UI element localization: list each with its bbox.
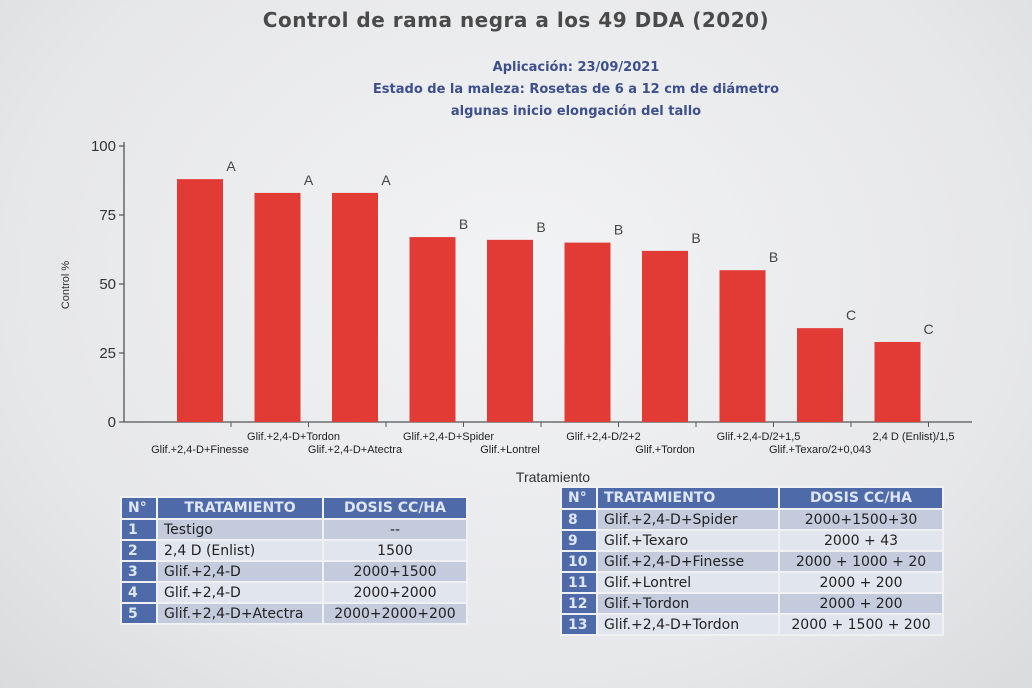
row-dose: 2000+1500+30 xyxy=(778,508,944,531)
bar-chart: 0 25 50 75 100 Control % Tratamiento A Glif.+2,4… xyxy=(60,138,972,485)
weed-state-line-2: algunas inicio elongación del tallo xyxy=(450,104,702,119)
row-number: 10 xyxy=(560,550,598,573)
bar xyxy=(719,270,766,422)
significance-letter: A xyxy=(381,172,391,188)
significance-letter: B xyxy=(691,230,700,246)
row-number: 5 xyxy=(120,602,158,625)
table-row: 1 Testigo -- xyxy=(120,518,468,541)
row-treatment: Glif.+2,4-D+Finesse xyxy=(596,550,780,573)
bar xyxy=(254,192,301,422)
row-treatment: Glif.+2,4-D xyxy=(156,581,324,604)
bar xyxy=(332,192,378,422)
header-number: N° xyxy=(560,486,598,510)
row-treatment: 2,4 D (Enlist) xyxy=(156,539,324,562)
row-dose: 2000 + 1000 + 20 xyxy=(778,550,944,573)
table-row: 4 Glif.+2,4-D 2000+2000 xyxy=(120,581,468,604)
table-row: 10 Glif.+2,4-D+Finesse 2000 + 1000 + 20 xyxy=(560,550,944,573)
significance-letter: B xyxy=(459,216,468,232)
x-axis-label: Tratamiento xyxy=(516,469,590,485)
row-treatment: Glif.+2,4-D+Tordon xyxy=(596,613,780,636)
chart-title: Control de rama negra a los 49 DDA (2020… xyxy=(262,8,770,32)
bar xyxy=(797,328,843,422)
significance-letter: A xyxy=(304,172,314,188)
row-number: 12 xyxy=(560,592,598,615)
row-treatment: Glif.+Lontrel xyxy=(596,571,780,594)
bar xyxy=(487,239,533,422)
table-row: 13 Glif.+2,4-D+Tordon 2000 + 1500 + 200 xyxy=(560,613,944,636)
row-dose: 2000 + 1500 + 200 xyxy=(778,613,944,636)
table-row: 9 Glif.+Texaro 2000 + 43 xyxy=(560,529,944,552)
row-number: 13 xyxy=(560,613,598,636)
bar xyxy=(642,250,688,422)
table-row: 3 Glif.+2,4-D 2000+1500 xyxy=(120,560,468,583)
row-dose: 2000 + 200 xyxy=(778,571,944,594)
y-tick-label: 75 xyxy=(99,207,116,224)
header-treatment: TRATAMIENTO xyxy=(156,496,324,520)
row-treatment: Glif.+Texaro xyxy=(596,529,780,552)
header-dose: DOSIS CC/HA xyxy=(322,496,468,520)
table-row: 8 Glif.+2,4-D+Spider 2000+1500+30 xyxy=(560,508,944,531)
row-number: 2 xyxy=(120,539,158,562)
row-treatment: Glif.+2,4-D+Spider xyxy=(596,508,780,531)
row-dose: -- xyxy=(322,518,468,541)
category-label: Glif.+2,4-D+Atectra xyxy=(308,444,403,456)
row-number: 1 xyxy=(120,518,158,541)
row-treatment: Glif.+2,4-D xyxy=(156,560,324,583)
category-label: Glif.+Tordon xyxy=(635,444,695,456)
category-label: Glif.+2,4-D/2+2 xyxy=(566,431,641,443)
row-dose: 2000+2000+200 xyxy=(322,602,468,625)
bar xyxy=(409,237,456,422)
category-label: Glif.+Lontrel xyxy=(480,444,540,456)
significance-letter: A xyxy=(226,158,236,174)
significance-letter: B xyxy=(614,222,623,238)
category-label: Glif.+2,4-D+Finesse xyxy=(151,444,249,456)
category-label: Glif.+2,4-D+Tordon xyxy=(247,431,340,443)
header-number: N° xyxy=(120,496,158,520)
table-header-row: N° TRATAMIENTO DOSIS CC/HA xyxy=(120,496,468,520)
y-tick-label: 25 xyxy=(99,345,116,362)
y-tick-label: 50 xyxy=(99,276,116,293)
bar xyxy=(564,242,611,422)
y-tick-label: 100 xyxy=(91,138,116,155)
significance-letter: B xyxy=(536,219,545,235)
y-axis-label: Control % xyxy=(60,261,72,310)
weed-state-line-1: Estado de la maleza: Rosetas de 6 a 12 c… xyxy=(372,82,780,97)
row-dose: 1500 xyxy=(322,539,468,562)
row-dose: 2000+1500 xyxy=(322,560,468,583)
treatment-table-left: N° TRATAMIENTO DOSIS CC/HA 1 Testigo -- 2 2,… xyxy=(120,496,468,625)
row-dose: 2000 + 43 xyxy=(778,529,944,552)
bar xyxy=(177,179,223,422)
category-label: Glif.+Texaro/2+0,043 xyxy=(769,444,871,456)
table-row: 12 Glif.+Tordon 2000 + 200 xyxy=(560,592,944,615)
row-treatment: Testigo xyxy=(156,518,324,541)
row-number: 4 xyxy=(120,581,158,604)
row-treatment: Glif.+2,4-D+Atectra xyxy=(156,602,324,625)
y-tick-label: 0 xyxy=(108,414,116,431)
table-header-row: N° TRATAMIENTO DOSIS CC/HA xyxy=(560,486,944,510)
row-dose: 2000+2000 xyxy=(322,581,468,604)
row-number: 8 xyxy=(560,508,598,531)
treatment-table-right: N° TRATAMIENTO DOSIS CC/HA 8 Glif.+2,4-D+… xyxy=(560,486,944,636)
row-number: 11 xyxy=(560,571,598,594)
row-treatment: Glif.+Tordon xyxy=(596,592,780,615)
row-dose: 2000 + 200 xyxy=(778,592,944,615)
bar xyxy=(874,341,921,422)
application-date: Aplicación: 23/09/2021 xyxy=(492,60,660,75)
category-label: Glif.+2,4-D+Spider xyxy=(403,431,494,443)
significance-letter: C xyxy=(846,307,856,323)
row-number: 3 xyxy=(120,560,158,583)
significance-letter: B xyxy=(769,249,778,265)
table-row: 5 Glif.+2,4-D+Atectra 2000+2000+200 xyxy=(120,602,468,625)
table-row: 11 Glif.+Lontrel 2000 + 200 xyxy=(560,571,944,594)
significance-letter: C xyxy=(923,321,933,337)
table-row: 2 2,4 D (Enlist) 1500 xyxy=(120,539,468,562)
header-treatment: TRATAMIENTO xyxy=(596,486,780,510)
category-label: 2,4 D (Enlist)/1,5 xyxy=(873,431,955,443)
row-number: 9 xyxy=(560,529,598,552)
category-label: Glif.+2,4-D/2+1,5 xyxy=(717,431,801,443)
header-dose: DOSIS CC/HA xyxy=(778,486,944,510)
